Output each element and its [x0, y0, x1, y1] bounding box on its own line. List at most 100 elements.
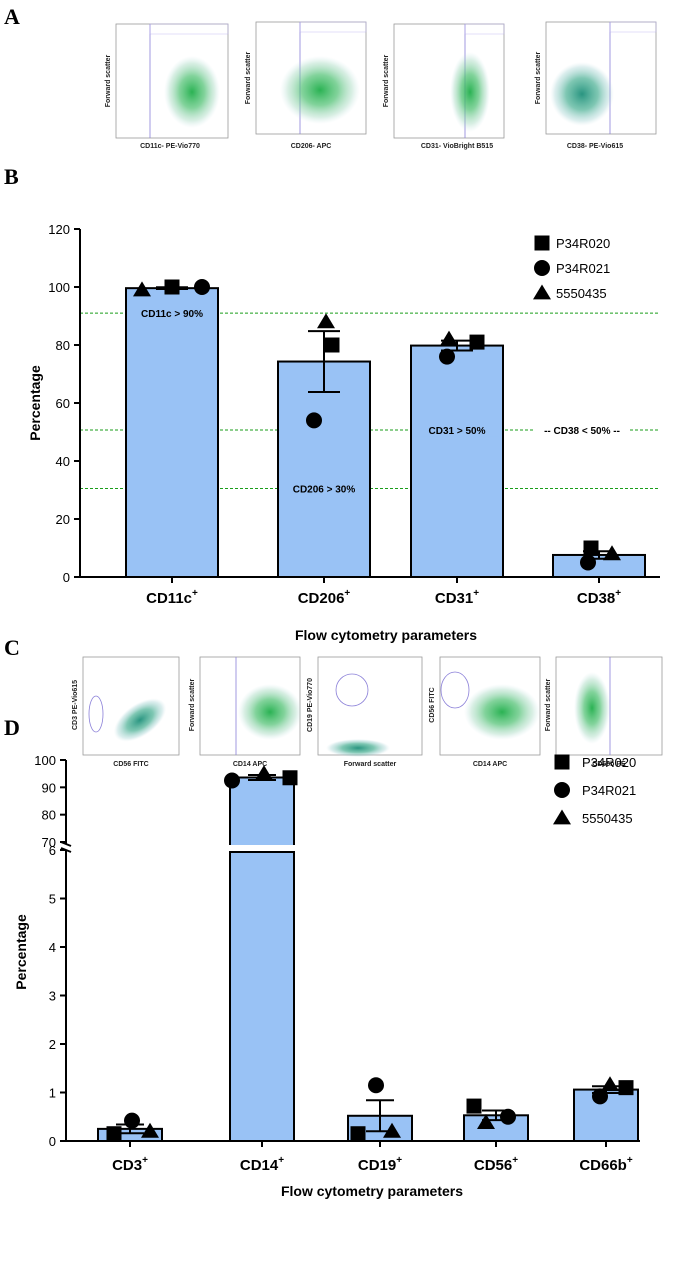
flow-plot-xlabel: CD14 APC: [473, 761, 507, 768]
data-point: [601, 1076, 619, 1092]
category-label-sup: +: [278, 1155, 284, 1166]
y-axis-title: Percentage: [27, 365, 43, 441]
data-point: [500, 1108, 516, 1125]
category-labels: CD11c+ CD206+ CD31 + CD38+: [146, 588, 621, 607]
category-label: CD38+: [577, 588, 621, 607]
point-group: [133, 279, 621, 571]
flow-plot-c4: CD56 FITC CD14 APC: [429, 656, 541, 768]
category-label: CD56+: [474, 1155, 518, 1174]
y-axis-title: Percentage: [13, 914, 29, 990]
data-point: [124, 1112, 140, 1129]
y-tick-label: 100: [34, 753, 56, 768]
data-point: [477, 1114, 495, 1129]
y-tick-label: 100: [48, 280, 70, 295]
data-point: [368, 1077, 384, 1094]
threshold-label-group: CD11c > 90% CD31 > 50% CD206 > 30% -- CD38 …: [130, 306, 630, 496]
data-point: [194, 279, 210, 295]
category-label-base: CD31: [435, 590, 473, 607]
flow-plot-c5: Forward scatter CD66b PE: [545, 656, 663, 768]
category-label-base: CD38: [577, 590, 615, 607]
threshold-label-bg: [130, 306, 214, 321]
y-tick-label: 60: [56, 396, 70, 411]
y-tick-label: 6: [49, 843, 56, 858]
annotation-label: -- CD38 < 50% --: [544, 426, 620, 437]
data-point: [439, 348, 455, 365]
flow-plot-a1: Forward scatter CD11c- PE-Vio770: [105, 23, 229, 150]
flow-plot-xlabel: CD11c- PE-Vio770: [140, 143, 200, 150]
y-tick-label: 70: [42, 835, 56, 850]
category-label-base: CD66b: [579, 1157, 627, 1174]
bar: [229, 776, 295, 848]
category-label-sup: +: [615, 588, 621, 599]
data-point: [603, 545, 621, 561]
category-label-sup: +: [396, 1155, 402, 1166]
y-tick-label: 80: [56, 338, 70, 353]
category-label: CD19+: [358, 1155, 402, 1174]
flow-plot-a2: Forward scatter CD206- APC: [245, 21, 367, 150]
legend-marker: [553, 809, 571, 825]
flow-plot-xlabel: CD206- APC: [291, 143, 332, 150]
flow-plot-xlabel: CD38- PE-Vio615: [567, 143, 623, 150]
category-label-base: CD11c: [146, 590, 192, 607]
y-tick-label: 1: [49, 1086, 56, 1101]
category-label-base: CD3: [112, 1157, 142, 1174]
category-label-sup: +: [512, 1155, 518, 1166]
data-point: [224, 772, 240, 789]
axes: 0 20 40 60 80 100 120: [48, 222, 660, 585]
flow-plot-ylabel: CD3 PE-Vio615: [72, 680, 79, 730]
flow-plot-ylabel: Forward scatter: [383, 54, 390, 107]
threshold-label: CD11c > 90%: [141, 309, 203, 320]
y-tick-label: 20: [56, 512, 70, 527]
legend: P34R020 P34R021 5550435: [553, 754, 636, 826]
point-group: [106, 765, 634, 1142]
bar: [410, 344, 504, 578]
panel-letter-b: B: [4, 164, 19, 189]
flow-plot-a3: Forward scatter CD31- VioBright B515: [383, 23, 505, 150]
y-tick-label: 0: [63, 570, 70, 585]
category-label: CD14+: [240, 1155, 284, 1174]
data-point: [255, 765, 273, 781]
category-label: CD206+: [298, 588, 351, 607]
data-point: [317, 313, 335, 329]
y-tick-label: 90: [42, 780, 56, 795]
legend-marker: [534, 260, 550, 276]
bar-group: [97, 776, 639, 1143]
category-label: CD11c+: [146, 588, 198, 607]
flow-plot-ylabel: Forward scatter: [545, 678, 552, 731]
y-tick-label: 4: [49, 940, 56, 955]
bar: [277, 360, 371, 578]
threshold-label-bg: [415, 422, 499, 437]
category-label-base: CD14: [240, 1157, 279, 1174]
chart-b: CD11c > 90% CD31 > 50% CD206 > 30% -- CD38 …: [27, 222, 660, 643]
data-point: [469, 334, 485, 350]
y-tick-label: 0: [49, 1134, 56, 1149]
data-point: [282, 770, 298, 786]
bar-group: [125, 287, 646, 579]
flow-plot-ylabel: Forward scatter: [105, 54, 112, 107]
category-label-base: CD206: [298, 590, 345, 607]
error-bar-group: [156, 286, 615, 560]
legend-marker: [534, 235, 550, 251]
axes: 70 80 90 100 0 1 2 3 4 5 6: [34, 753, 640, 1149]
flow-plots-c: CD3 PE-Vio615 CD56 FITC Forward scatter …: [72, 656, 663, 768]
flow-plot-xlabel: CD56 FITC: [113, 761, 148, 768]
data-point: [106, 1126, 122, 1142]
legend-label: P34R020: [556, 236, 610, 251]
legend-marker: [554, 754, 570, 770]
legend-label: P34R020: [582, 755, 636, 770]
flow-plot-xlabel: CD14 APC: [233, 761, 267, 768]
threshold-label: CD206 > 30%: [293, 485, 356, 496]
annotation-bg: [534, 422, 630, 437]
data-point: [583, 540, 599, 556]
bar: [229, 851, 295, 1142]
category-label: CD66b+: [579, 1155, 633, 1174]
legend: P34R020 P34R021 5550435: [533, 235, 610, 301]
axis-break-gap: [200, 845, 320, 851]
legend-label: P34R021: [582, 783, 636, 798]
y-tick-label: 5: [49, 892, 56, 907]
panel-letter-c: C: [4, 635, 20, 660]
data-point: [466, 1098, 482, 1114]
category-labels: CD3+ CD14+ CD19+ CD56+ CD66b+: [112, 1155, 633, 1174]
